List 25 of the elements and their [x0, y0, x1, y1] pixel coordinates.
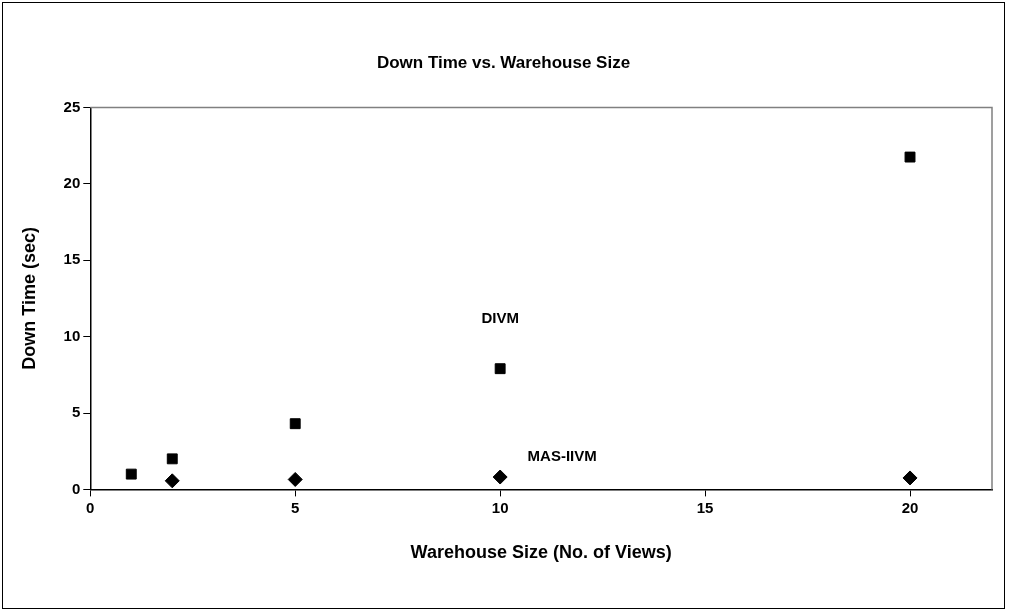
y-tick-label: 25	[63, 97, 81, 115]
x-axis-title: Warehouse Size (No. of Views)	[410, 542, 672, 563]
point	[494, 363, 506, 375]
x-tick-label: 5	[291, 498, 300, 516]
point	[904, 151, 916, 163]
point	[125, 468, 137, 480]
point	[287, 471, 303, 487]
point	[902, 470, 918, 486]
y-tick-label: 0	[71, 479, 81, 497]
x-tick-label: 20	[901, 498, 919, 516]
y-tick-label: 15	[63, 250, 81, 268]
y-axis-title: Down Time (sec)	[18, 227, 39, 370]
x-tick-label: 15	[696, 498, 714, 516]
y-tick-label: 20	[63, 173, 81, 191]
y-tick-label: 5	[71, 403, 81, 421]
text: DIVM	[481, 308, 519, 326]
chart-title: Down Time vs. Warehouse Size	[376, 52, 631, 72]
point	[166, 453, 178, 465]
x-tick-label: 0	[86, 498, 95, 516]
point	[164, 473, 180, 489]
x-tick-label: 10	[491, 498, 509, 516]
point	[289, 418, 301, 430]
series-label: MAS-IIVM	[527, 447, 597, 465]
y-tick-label: 10	[63, 326, 81, 344]
point	[492, 469, 508, 485]
